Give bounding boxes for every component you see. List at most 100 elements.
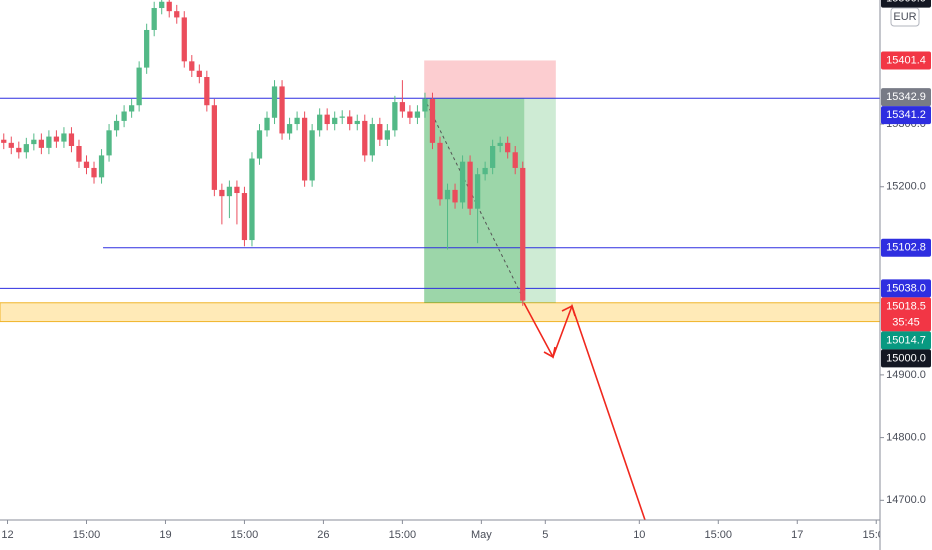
candle-body [8, 142, 14, 148]
x-tick-label: 15:00 [389, 529, 417, 541]
candle-body [369, 124, 375, 156]
axes: 12 15:00 19 15:00 26 15:00 May 5 10 15:00 17 15:00 [0, 519, 932, 550]
candle-body [452, 189, 458, 203]
candle-body [204, 77, 210, 106]
candle-body [392, 102, 398, 131]
candle-body [512, 152, 518, 168]
candle-body [16, 147, 22, 153]
x-tick-label: 19 [159, 529, 171, 541]
price-scale-bg [880, 0, 932, 550]
price-label: 15038.0 [886, 282, 926, 294]
candle-body [422, 98, 428, 112]
candle-body [151, 8, 157, 30]
price-label-box [881, 331, 931, 350]
price-label-box [881, 349, 931, 368]
candle-body [136, 67, 142, 106]
candle-body [53, 136, 60, 142]
support-zone [0, 302, 880, 323]
candle-body [377, 124, 383, 140]
candle-body [324, 114, 330, 125]
candle-body [294, 117, 300, 125]
candle-body [286, 124, 293, 134]
candle-body [309, 130, 315, 181]
price-label-box [881, 51, 931, 70]
candle-body [46, 136, 52, 148]
candle-body [437, 142, 443, 200]
candle-body [61, 133, 67, 142]
candle-body [83, 161, 90, 168]
candle-body [249, 158, 255, 241]
price-label-box [881, 106, 931, 125]
candle-body [399, 102, 406, 112]
x-tick-label: 12 [1, 529, 13, 541]
price-label: 15341.2 [886, 109, 926, 121]
candle-body [219, 189, 225, 197]
candle-body [429, 98, 436, 143]
candle-body [339, 116, 345, 118]
candle-body [271, 86, 278, 118]
candle-body [38, 139, 44, 148]
candle-body [256, 130, 263, 159]
candle-body [264, 117, 270, 131]
price-label: 15014.7 [886, 334, 926, 346]
candle-body [166, 1, 172, 12]
candle-body [196, 70, 202, 78]
candle-body [174, 11, 180, 18]
candle-body [106, 130, 112, 156]
y-tick-label: 14900.0 [886, 369, 926, 381]
candle-body [347, 116, 353, 125]
candle-body [211, 105, 217, 190]
price-label-box [881, 88, 931, 107]
candle-body [234, 186, 240, 194]
candle-body [467, 161, 473, 209]
target-zone [424, 98, 556, 303]
x-tick-label: 26 [317, 529, 329, 541]
price-label: 15102.8 [886, 242, 926, 254]
candle-body [159, 1, 165, 9]
y-tick-label: 14700.0 [886, 494, 926, 506]
candle-body [490, 145, 496, 168]
x-tick-label: May [471, 529, 492, 541]
price-label: 15342.9 [886, 91, 926, 103]
x-tick-label: 17 [791, 529, 803, 541]
y-tick-label: 15200.0 [886, 181, 926, 193]
price-label-box [881, 279, 931, 298]
candle-body [279, 86, 285, 134]
candle-body [113, 120, 120, 131]
candle-body [414, 111, 421, 118]
candle-body [474, 174, 481, 209]
y-tick-label: 14800.0 [886, 432, 926, 444]
x-tick-label: 10 [633, 529, 645, 541]
candle-body [68, 133, 75, 146]
candle-body [23, 144, 29, 153]
price-label-box [881, 238, 931, 257]
candle-body [407, 111, 413, 118]
plot-area [0, 0, 880, 323]
x-tick-label: 15:00 [231, 529, 259, 541]
arrow-head [561, 304, 576, 317]
stop-zone [424, 60, 556, 99]
price-label-box [881, 0, 931, 8]
candle-body [520, 167, 526, 301]
candle-body [444, 189, 451, 200]
candle-body [332, 117, 338, 125]
candle-body [317, 114, 323, 131]
candle-body [189, 61, 195, 71]
candle-body [91, 167, 97, 178]
candle-body [459, 161, 466, 203]
candle-body [505, 142, 511, 153]
price-label: 15000.0 [886, 352, 926, 364]
candle-body [241, 193, 248, 241]
candle-body [384, 130, 390, 140]
candle-body [76, 145, 82, 162]
candle-body [301, 117, 308, 181]
candle-body [226, 186, 233, 197]
x-tick-label: 5 [542, 529, 548, 541]
trade-path [423, 97, 525, 301]
candle-body [31, 139, 37, 145]
currency-box [890, 7, 920, 27]
arrow-head [543, 346, 556, 359]
candle-body [121, 111, 127, 121]
